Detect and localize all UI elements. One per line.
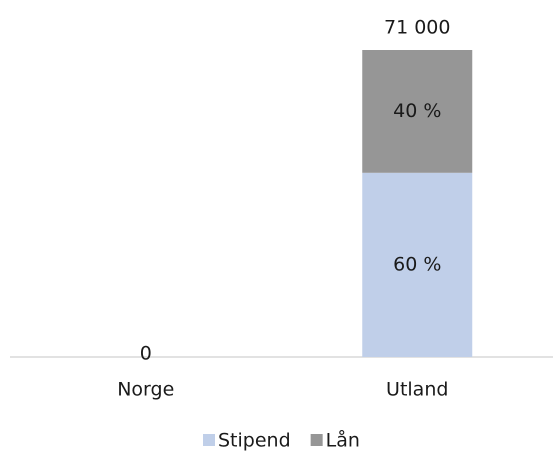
x-tick-label: Utland xyxy=(386,379,448,401)
legend-label: Stipend xyxy=(218,430,291,452)
segment-label: 60 % xyxy=(393,253,441,275)
legend-swatch xyxy=(310,434,323,446)
bar-segment xyxy=(362,172,473,357)
total-label: 71 000 xyxy=(384,17,450,39)
segment-label: 40 % xyxy=(393,100,441,122)
total-label: 0 xyxy=(140,343,152,365)
legend-label: Lån xyxy=(326,429,360,452)
bar-segment xyxy=(362,50,473,173)
x-tick-label: Norge xyxy=(117,379,174,401)
legend-swatch xyxy=(203,434,215,446)
